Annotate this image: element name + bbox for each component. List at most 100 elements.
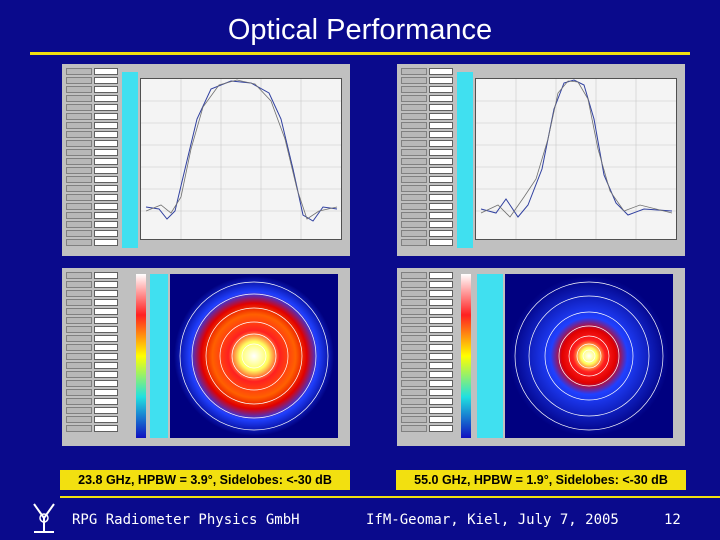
- panel-control-button[interactable]: [66, 95, 92, 102]
- panel-value-box: [429, 308, 453, 315]
- panel-control-button[interactable]: [66, 194, 92, 201]
- panel-control-button[interactable]: [401, 158, 427, 165]
- panel-control-button[interactable]: [401, 326, 427, 333]
- panel-control-button[interactable]: [66, 299, 92, 306]
- panel-control-button[interactable]: [401, 131, 427, 138]
- panel-control-button[interactable]: [66, 221, 92, 228]
- panel-control-button[interactable]: [66, 176, 92, 183]
- panel-control-button[interactable]: [66, 239, 92, 246]
- panel-control-button[interactable]: [66, 86, 92, 93]
- panel-control-button[interactable]: [66, 326, 92, 333]
- panel-control-button[interactable]: [66, 68, 92, 75]
- panel-control-button[interactable]: [66, 104, 92, 111]
- panel-value-box: [429, 194, 453, 201]
- panel-control-button[interactable]: [66, 167, 92, 174]
- panel-control-button[interactable]: [401, 362, 427, 369]
- panel-value-box: [94, 149, 118, 156]
- panel-control-button[interactable]: [66, 371, 92, 378]
- panel-control-button[interactable]: [401, 344, 427, 351]
- panel-control-button[interactable]: [66, 317, 92, 324]
- title-underline: [30, 52, 690, 55]
- panel-control-button[interactable]: [66, 212, 92, 219]
- panel-control-button[interactable]: [401, 407, 427, 414]
- panel-control-button[interactable]: [66, 77, 92, 84]
- panel-control-button[interactable]: [66, 203, 92, 210]
- panel-control-button[interactable]: [401, 425, 427, 432]
- panel-control-button[interactable]: [66, 113, 92, 120]
- panel-control-button[interactable]: [66, 416, 92, 423]
- panel-control-button[interactable]: [66, 122, 92, 129]
- panel-value-box: [429, 104, 453, 111]
- panel-control-button[interactable]: [66, 308, 92, 315]
- panel-control-button[interactable]: [401, 95, 427, 102]
- panel-control-button[interactable]: [401, 239, 427, 246]
- panel-control-button[interactable]: [401, 221, 427, 228]
- caption-left: 23.8 GHz, HPBW = 3.9°, Sidelobes: <-30 d…: [60, 470, 350, 490]
- panel-control-button[interactable]: [66, 380, 92, 387]
- panel-control-button[interactable]: [401, 77, 427, 84]
- footer-divider: [60, 496, 720, 498]
- panel-control-button[interactable]: [401, 68, 427, 75]
- panel-control-button[interactable]: [66, 353, 92, 360]
- panel-value-box: [94, 221, 118, 228]
- panel-control-button[interactable]: [401, 353, 427, 360]
- panel-control-button[interactable]: [66, 131, 92, 138]
- panel-value-box: [429, 353, 453, 360]
- panel-value-box: [429, 122, 453, 129]
- panel-control-button[interactable]: [401, 290, 427, 297]
- panel-control-button[interactable]: [401, 380, 427, 387]
- beam-cut-curve-b: [145, 79, 338, 220]
- panel-control-button[interactable]: [401, 86, 427, 93]
- panel-control-button[interactable]: [66, 425, 92, 432]
- panel-control-button[interactable]: [401, 113, 427, 120]
- caption-right: 55.0 GHz, HPBW = 1.9°, Sidelobes: <-30 d…: [396, 470, 686, 490]
- control-button-column: [397, 268, 459, 446]
- panel-control-button[interactable]: [401, 272, 427, 279]
- panel-control-button[interactable]: [401, 194, 427, 201]
- panel-control-button[interactable]: [401, 176, 427, 183]
- panel-control-button[interactable]: [401, 416, 427, 423]
- panel-value-box: [429, 131, 453, 138]
- colorscale-bar: [136, 274, 146, 438]
- panel-control-button[interactable]: [401, 203, 427, 210]
- panel-control-button[interactable]: [401, 167, 427, 174]
- panel-control-button[interactable]: [401, 185, 427, 192]
- panel-control-button[interactable]: [66, 389, 92, 396]
- panel-control-button[interactable]: [66, 281, 92, 288]
- panel-control-button[interactable]: [401, 398, 427, 405]
- panel-control-button[interactable]: [401, 122, 427, 129]
- contour-map: [505, 274, 673, 438]
- axis-bar: [477, 274, 503, 438]
- panel-control-button[interactable]: [401, 389, 427, 396]
- axis-bar: [457, 72, 473, 248]
- panel-value-box: [94, 185, 118, 192]
- panel-control-button[interactable]: [401, 299, 427, 306]
- contour-map-svg: [509, 276, 669, 436]
- panel-control-button[interactable]: [66, 407, 92, 414]
- panel-control-button[interactable]: [401, 335, 427, 342]
- panel-control-button[interactable]: [401, 212, 427, 219]
- panel-control-button[interactable]: [66, 344, 92, 351]
- panel-control-button[interactable]: [401, 317, 427, 324]
- panel-control-button[interactable]: [66, 362, 92, 369]
- panel-control-button[interactable]: [66, 335, 92, 342]
- panel-control-button[interactable]: [401, 308, 427, 315]
- beam-cut-plot-area: [140, 78, 342, 240]
- contour-lines: [514, 281, 664, 431]
- control-button-column: [62, 268, 124, 446]
- panel-control-button[interactable]: [401, 230, 427, 237]
- panel-value-box: [429, 335, 453, 342]
- panel-control-button[interactable]: [401, 104, 427, 111]
- panel-control-button[interactable]: [66, 230, 92, 237]
- panel-control-button[interactable]: [66, 290, 92, 297]
- panel-control-button[interactable]: [66, 149, 92, 156]
- panel-control-button[interactable]: [401, 281, 427, 288]
- panel-control-button[interactable]: [401, 371, 427, 378]
- panel-control-button[interactable]: [66, 158, 92, 165]
- panel-control-button[interactable]: [401, 149, 427, 156]
- panel-control-button[interactable]: [66, 140, 92, 147]
- panel-control-button[interactable]: [66, 272, 92, 279]
- panel-control-button[interactable]: [66, 185, 92, 192]
- panel-control-button[interactable]: [66, 398, 92, 405]
- panel-control-button[interactable]: [401, 140, 427, 147]
